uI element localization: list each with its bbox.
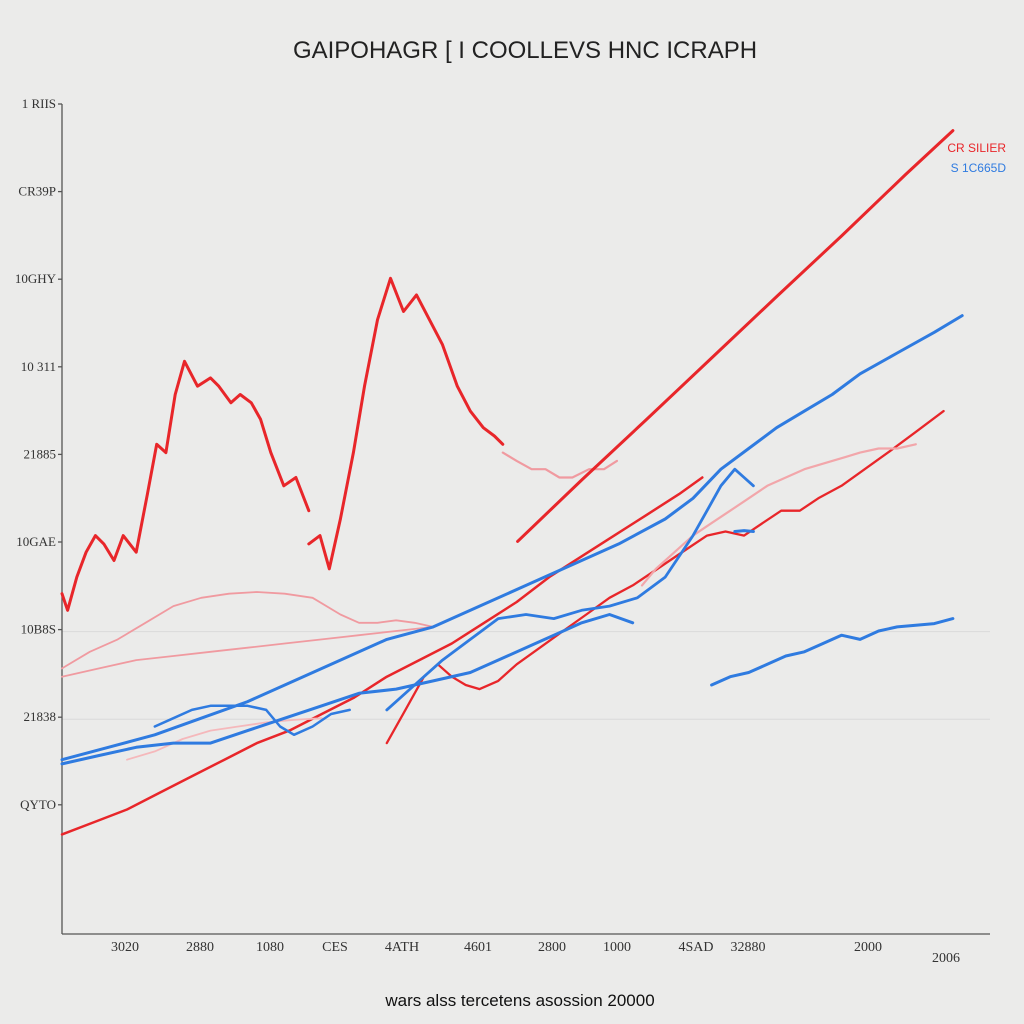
series-line-12 <box>153 704 351 737</box>
x-tick-label: 2800 <box>538 940 566 955</box>
series-line-10 <box>60 314 964 762</box>
x-tick-label: 4ATH <box>385 940 419 955</box>
series-line-3 <box>516 129 955 543</box>
y-tick-label: 10 311 <box>21 359 56 374</box>
y-tick-label: 21885 <box>24 446 57 461</box>
y-tick-label: CR39P <box>18 184 56 199</box>
x-tick-label: 4SAD <box>678 940 713 955</box>
x-axis-label: wars alss tercetens asossion 20000 <box>384 991 654 1010</box>
x-tick-label: 32880 <box>731 940 766 955</box>
grid-lines <box>62 631 990 720</box>
x-tick-label: 2006 <box>932 951 960 966</box>
series-line-2 <box>501 451 619 479</box>
y-tick-label: 1 RIIS <box>22 96 56 111</box>
series-line-1 <box>307 276 505 571</box>
y-tick-labels: 1 RIIS CR39P 10GHY 10 311 21885 10GAE 10B8S 218… <box>15 96 62 812</box>
x-tick-label: 1000 <box>603 940 631 955</box>
x-tick-label: 4601 <box>464 940 492 955</box>
series-line-13 <box>385 467 755 712</box>
series-line-14 <box>710 617 955 687</box>
y-tick-label: 10GAE <box>16 534 56 549</box>
x-tick-label: 2000 <box>854 940 882 955</box>
legend-entry: S 1C665D <box>951 161 1007 175</box>
y-tick-label: 10B8S <box>21 622 56 637</box>
series-line-8 <box>61 626 435 678</box>
legend: CR SILIER S 1C665D <box>947 141 1006 175</box>
series-line-6 <box>640 443 917 587</box>
x-tick-label: 3020 <box>111 940 139 955</box>
series-line-4 <box>60 476 704 836</box>
series-line-0 <box>60 359 311 612</box>
chart-title: GAIPOHAGR [ I COOLLEVS HNC ICRAPH <box>293 37 757 64</box>
y-tick-label: 21838 <box>24 709 57 724</box>
legend-entry: CR SILIER <box>947 141 1006 155</box>
y-tick-label: 10GHY <box>15 271 57 286</box>
y-tick-label: QYTO <box>20 797 56 812</box>
x-tick-label: 1080 <box>256 940 284 955</box>
series-line-7 <box>61 591 435 670</box>
x-tick-labels: 3020 2880 1080 CES 4ATH 4601 2800 1000 4SAD 32880… <box>111 940 960 966</box>
series-lines <box>60 129 964 836</box>
series-line-11 <box>60 613 635 766</box>
x-tick-label: 2880 <box>186 940 214 955</box>
series-line-9 <box>126 717 323 761</box>
series-line-15 <box>733 529 755 533</box>
x-tick-label: CES <box>322 940 348 955</box>
